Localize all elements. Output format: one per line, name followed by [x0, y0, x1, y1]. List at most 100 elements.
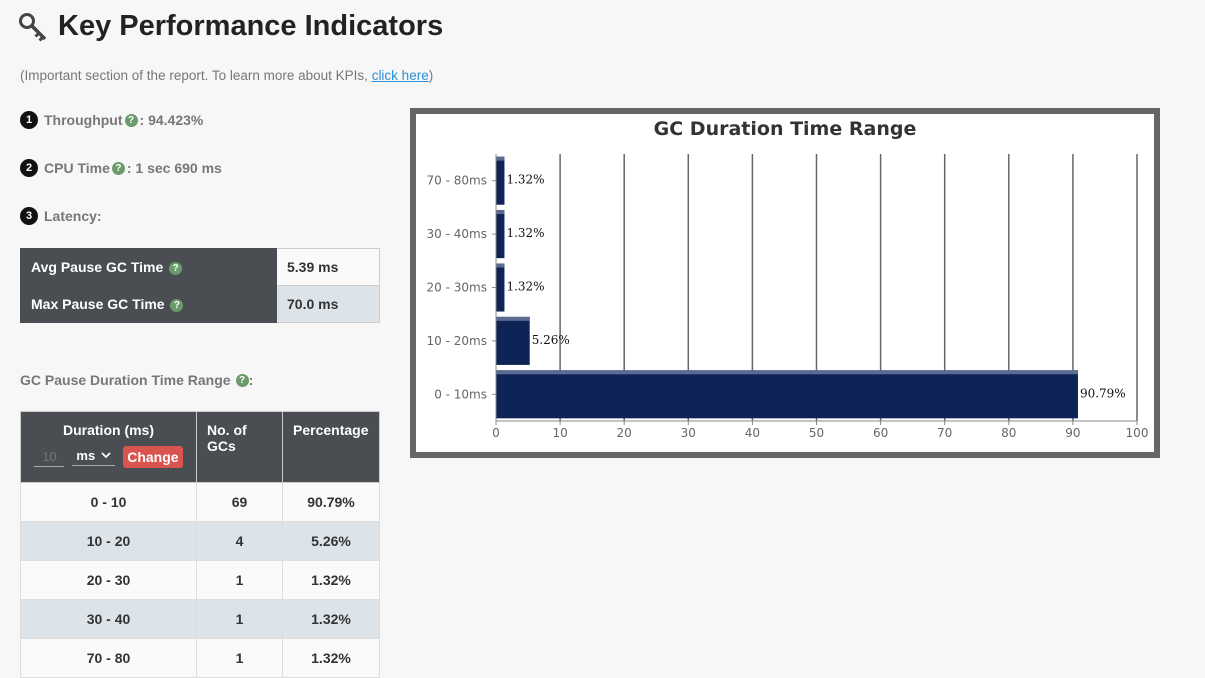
- chevron-down-icon: [101, 452, 111, 459]
- table-row: Max Pause GC Time ? 70.0 ms: [20, 285, 380, 323]
- percentage-cell: 90.79%: [282, 482, 380, 522]
- bar-data-label: 5.26%: [532, 333, 570, 347]
- bar: [496, 370, 1078, 419]
- help-icon[interactable]: ?: [111, 161, 125, 175]
- table-row: 0 - 10 69 90.79%: [20, 482, 380, 522]
- percentage-cell: 1.32%: [282, 599, 380, 639]
- help-icon[interactable]: ?: [170, 298, 184, 312]
- kpi-cpu-time: 2 CPU Time ? : 1 sec 690 ms: [20, 159, 222, 177]
- bar-data-label: 1.32%: [506, 280, 544, 294]
- bar: [496, 316, 530, 365]
- cpu-time-value: : 1 sec 690 ms: [126, 160, 222, 176]
- y-category-label: 0 - 10ms: [434, 387, 487, 401]
- percentage-cell: 1.32%: [282, 638, 380, 678]
- y-category-label: 10 - 20ms: [427, 334, 487, 348]
- table-header-row: Duration (ms) ms Change No. of GCs Perce…: [20, 411, 380, 483]
- key-icon: [19, 12, 47, 42]
- bar-highlight: [496, 263, 505, 268]
- help-icon[interactable]: ?: [124, 113, 138, 127]
- latency-label: Latency:: [44, 208, 102, 224]
- table-row: Avg Pause GC Time ? 5.39 ms: [20, 248, 380, 286]
- chart-bars: 1.32% 1.32% 1.32% 5.26% 90.79%: [496, 156, 1126, 419]
- gc-range-heading: GC Pause Duration Time Range ?:: [20, 372, 253, 388]
- range-cell: 30 - 40: [20, 599, 197, 639]
- table-row: 10 - 20 4 5.26%: [20, 521, 380, 561]
- latency-table: Avg Pause GC Time ? 5.39 ms Max Pause GC…: [20, 248, 380, 323]
- interval-input[interactable]: [34, 447, 65, 467]
- count-cell: 1: [196, 638, 283, 678]
- kpi-throughput: 1 Throughput ? : 94.423%: [20, 111, 203, 129]
- avg-pause-label: Avg Pause GC Time ?: [20, 248, 277, 286]
- x-tick-label: 70: [937, 426, 952, 440]
- max-pause-label-text: Max Pause GC Time: [31, 296, 165, 312]
- range-cell: 70 - 80: [20, 638, 197, 678]
- cpu-time-label: CPU Time: [44, 160, 110, 176]
- duration-header: Duration (ms) ms Change: [20, 411, 197, 483]
- kpi-latency: 3 Latency:: [20, 207, 102, 225]
- count-cell: 4: [196, 521, 283, 561]
- bar-data-label: 1.32%: [506, 173, 544, 187]
- duration-header-text: Duration (ms): [63, 422, 154, 438]
- avg-pause-label-text: Avg Pause GC Time: [31, 259, 164, 275]
- max-pause-value: 70.0 ms: [276, 285, 380, 323]
- percentage-header: Percentage: [282, 411, 380, 483]
- x-tick-label: 50: [809, 426, 824, 440]
- intro-suffix: ): [428, 68, 434, 83]
- gc-range-heading-text: GC Pause Duration Time Range: [20, 372, 231, 388]
- bar-highlight: [496, 370, 1078, 375]
- x-tick-label: 80: [1001, 426, 1016, 440]
- gc-duration-chart-svg: GC Duration Time Range 1.32% 1.32% 1.32% 5.…: [427, 118, 1149, 440]
- bar-data-label: 90.79%: [1080, 386, 1126, 400]
- count-cell: 1: [196, 599, 283, 639]
- x-tick-label: 30: [681, 426, 696, 440]
- percentage-cell: 1.32%: [282, 560, 380, 600]
- bar: [496, 263, 505, 312]
- chart-title: GC Duration Time Range: [654, 118, 917, 140]
- gc-duration-table: Duration (ms) ms Change No. of GCs Perce…: [20, 411, 380, 678]
- x-tick-label: 100: [1126, 426, 1149, 440]
- heading-colon: :: [248, 372, 254, 388]
- x-tick-label: 20: [617, 426, 632, 440]
- y-category-label: 20 - 30ms: [427, 281, 487, 295]
- range-cell: 0 - 10: [20, 482, 197, 522]
- number-badge-2: 2: [20, 159, 38, 177]
- x-tick-label: 90: [1065, 426, 1080, 440]
- table-row: 20 - 30 1 1.32%: [20, 560, 380, 600]
- page-header: Key Performance Indicators: [18, 10, 443, 43]
- gc-duration-chart: GC Duration Time Range 1.32% 1.32% 1.32% 5.…: [410, 108, 1160, 458]
- help-icon[interactable]: ?: [169, 261, 183, 275]
- intro-prefix: (Important section of the report. To lea…: [20, 68, 372, 83]
- percentage-cell: 5.26%: [282, 521, 380, 561]
- count-cell: 1: [196, 560, 283, 600]
- bar-highlight: [496, 210, 505, 215]
- throughput-value: : 94.423%: [139, 112, 204, 128]
- number-badge-3: 3: [20, 207, 38, 225]
- table-row: 30 - 40 1 1.32%: [20, 599, 380, 639]
- chart-axes: 0 10 20 30 40 50 60 70 80 90 100 70 - 80ms 30 - 40ms…: [427, 154, 1149, 440]
- x-tick-label: 40: [745, 426, 760, 440]
- duration-controls: ms Change: [31, 446, 186, 468]
- help-icon[interactable]: ?: [235, 373, 249, 387]
- page-title: Key Performance Indicators: [58, 10, 444, 42]
- change-button[interactable]: Change: [123, 446, 183, 468]
- table-row: 70 - 80 1 1.32%: [20, 638, 380, 678]
- bar-highlight: [496, 156, 505, 161]
- range-cell: 10 - 20: [20, 521, 197, 561]
- bar: [496, 156, 505, 205]
- count-cell: 69: [196, 482, 283, 522]
- x-tick-label: 0: [492, 426, 500, 440]
- unit-select[interactable]: ms: [72, 448, 116, 466]
- bar: [496, 210, 505, 259]
- count-header: No. of GCs: [196, 411, 283, 483]
- number-badge-1: 1: [20, 111, 38, 129]
- max-pause-label: Max Pause GC Time ?: [20, 285, 277, 323]
- bar-data-label: 1.32%: [506, 226, 544, 240]
- kpi-learn-more-link[interactable]: click here: [371, 68, 429, 83]
- y-category-label: 30 - 40ms: [427, 227, 487, 241]
- x-tick-label: 10: [552, 426, 567, 440]
- throughput-label: Throughput: [44, 112, 123, 128]
- y-category-label: 70 - 80ms: [427, 174, 487, 188]
- bar-highlight: [496, 316, 530, 321]
- range-cell: 20 - 30: [20, 560, 197, 600]
- intro-text: (Important section of the report. To lea…: [20, 68, 433, 83]
